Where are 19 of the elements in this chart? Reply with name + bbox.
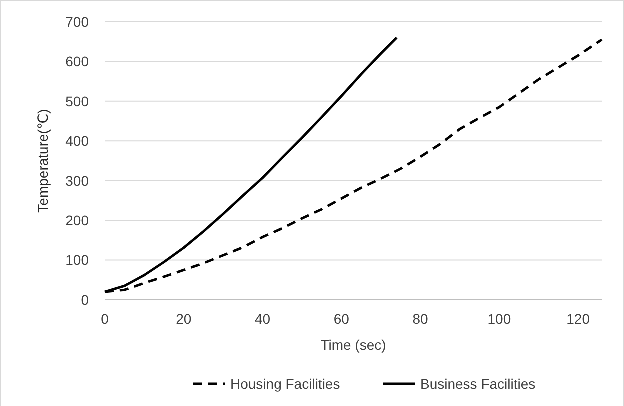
legend-label: Business Facilities: [420, 376, 536, 392]
y-tick-label: 700: [66, 14, 90, 30]
y-tick-label: 500: [66, 93, 90, 110]
x-tick-label: 60: [334, 311, 350, 327]
x-axis-title: Time (sec): [320, 337, 386, 353]
y-tick-label: 300: [66, 172, 90, 189]
x-tick-label: 0: [101, 311, 110, 327]
x-tick-label: 120: [566, 311, 590, 327]
y-tick-label: 400: [66, 133, 90, 150]
x-tick-label: 40: [254, 311, 271, 327]
y-axis-title: Temperature(℃): [35, 109, 51, 213]
y-tick-label: 600: [66, 54, 90, 70]
y-tick-label: 0: [81, 292, 90, 308]
x-tick-label: 100: [488, 311, 512, 327]
y-tick-label: 100: [66, 252, 90, 268]
x-tick-label: 20: [176, 311, 192, 327]
x-tick-label: 80: [412, 311, 429, 327]
legend-label: Housing Facilities: [230, 376, 340, 392]
y-tick-label: 200: [66, 212, 90, 228]
